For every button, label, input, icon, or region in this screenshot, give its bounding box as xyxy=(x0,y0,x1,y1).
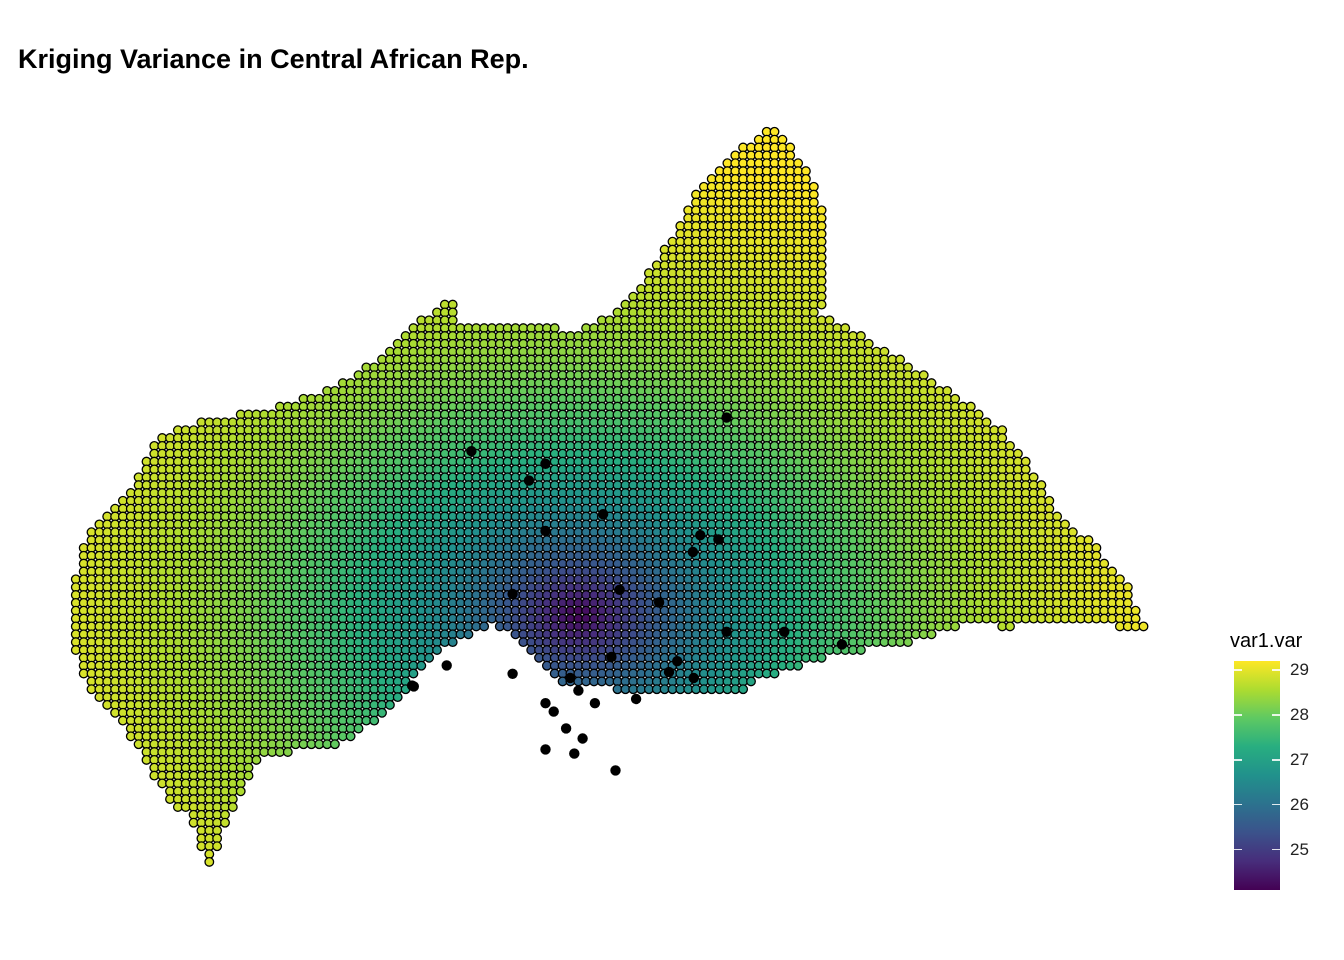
variance-grid-layer xyxy=(70,126,1149,867)
grid-cell xyxy=(463,629,474,640)
grid-cell xyxy=(424,652,435,663)
grid-cell xyxy=(903,637,913,648)
grid-cell xyxy=(816,652,827,663)
grid-cell xyxy=(950,621,961,632)
grid-cell xyxy=(855,645,866,655)
grid-cell xyxy=(816,299,827,310)
grid-cell xyxy=(1138,621,1149,632)
grid-cell xyxy=(1005,621,1015,632)
chart-title: Kriging Variance in Central African Rep. xyxy=(18,44,529,74)
grid-cell xyxy=(479,621,490,632)
grid-cell xyxy=(432,645,442,655)
grid-cell xyxy=(926,629,937,640)
grid-cell xyxy=(447,637,458,648)
